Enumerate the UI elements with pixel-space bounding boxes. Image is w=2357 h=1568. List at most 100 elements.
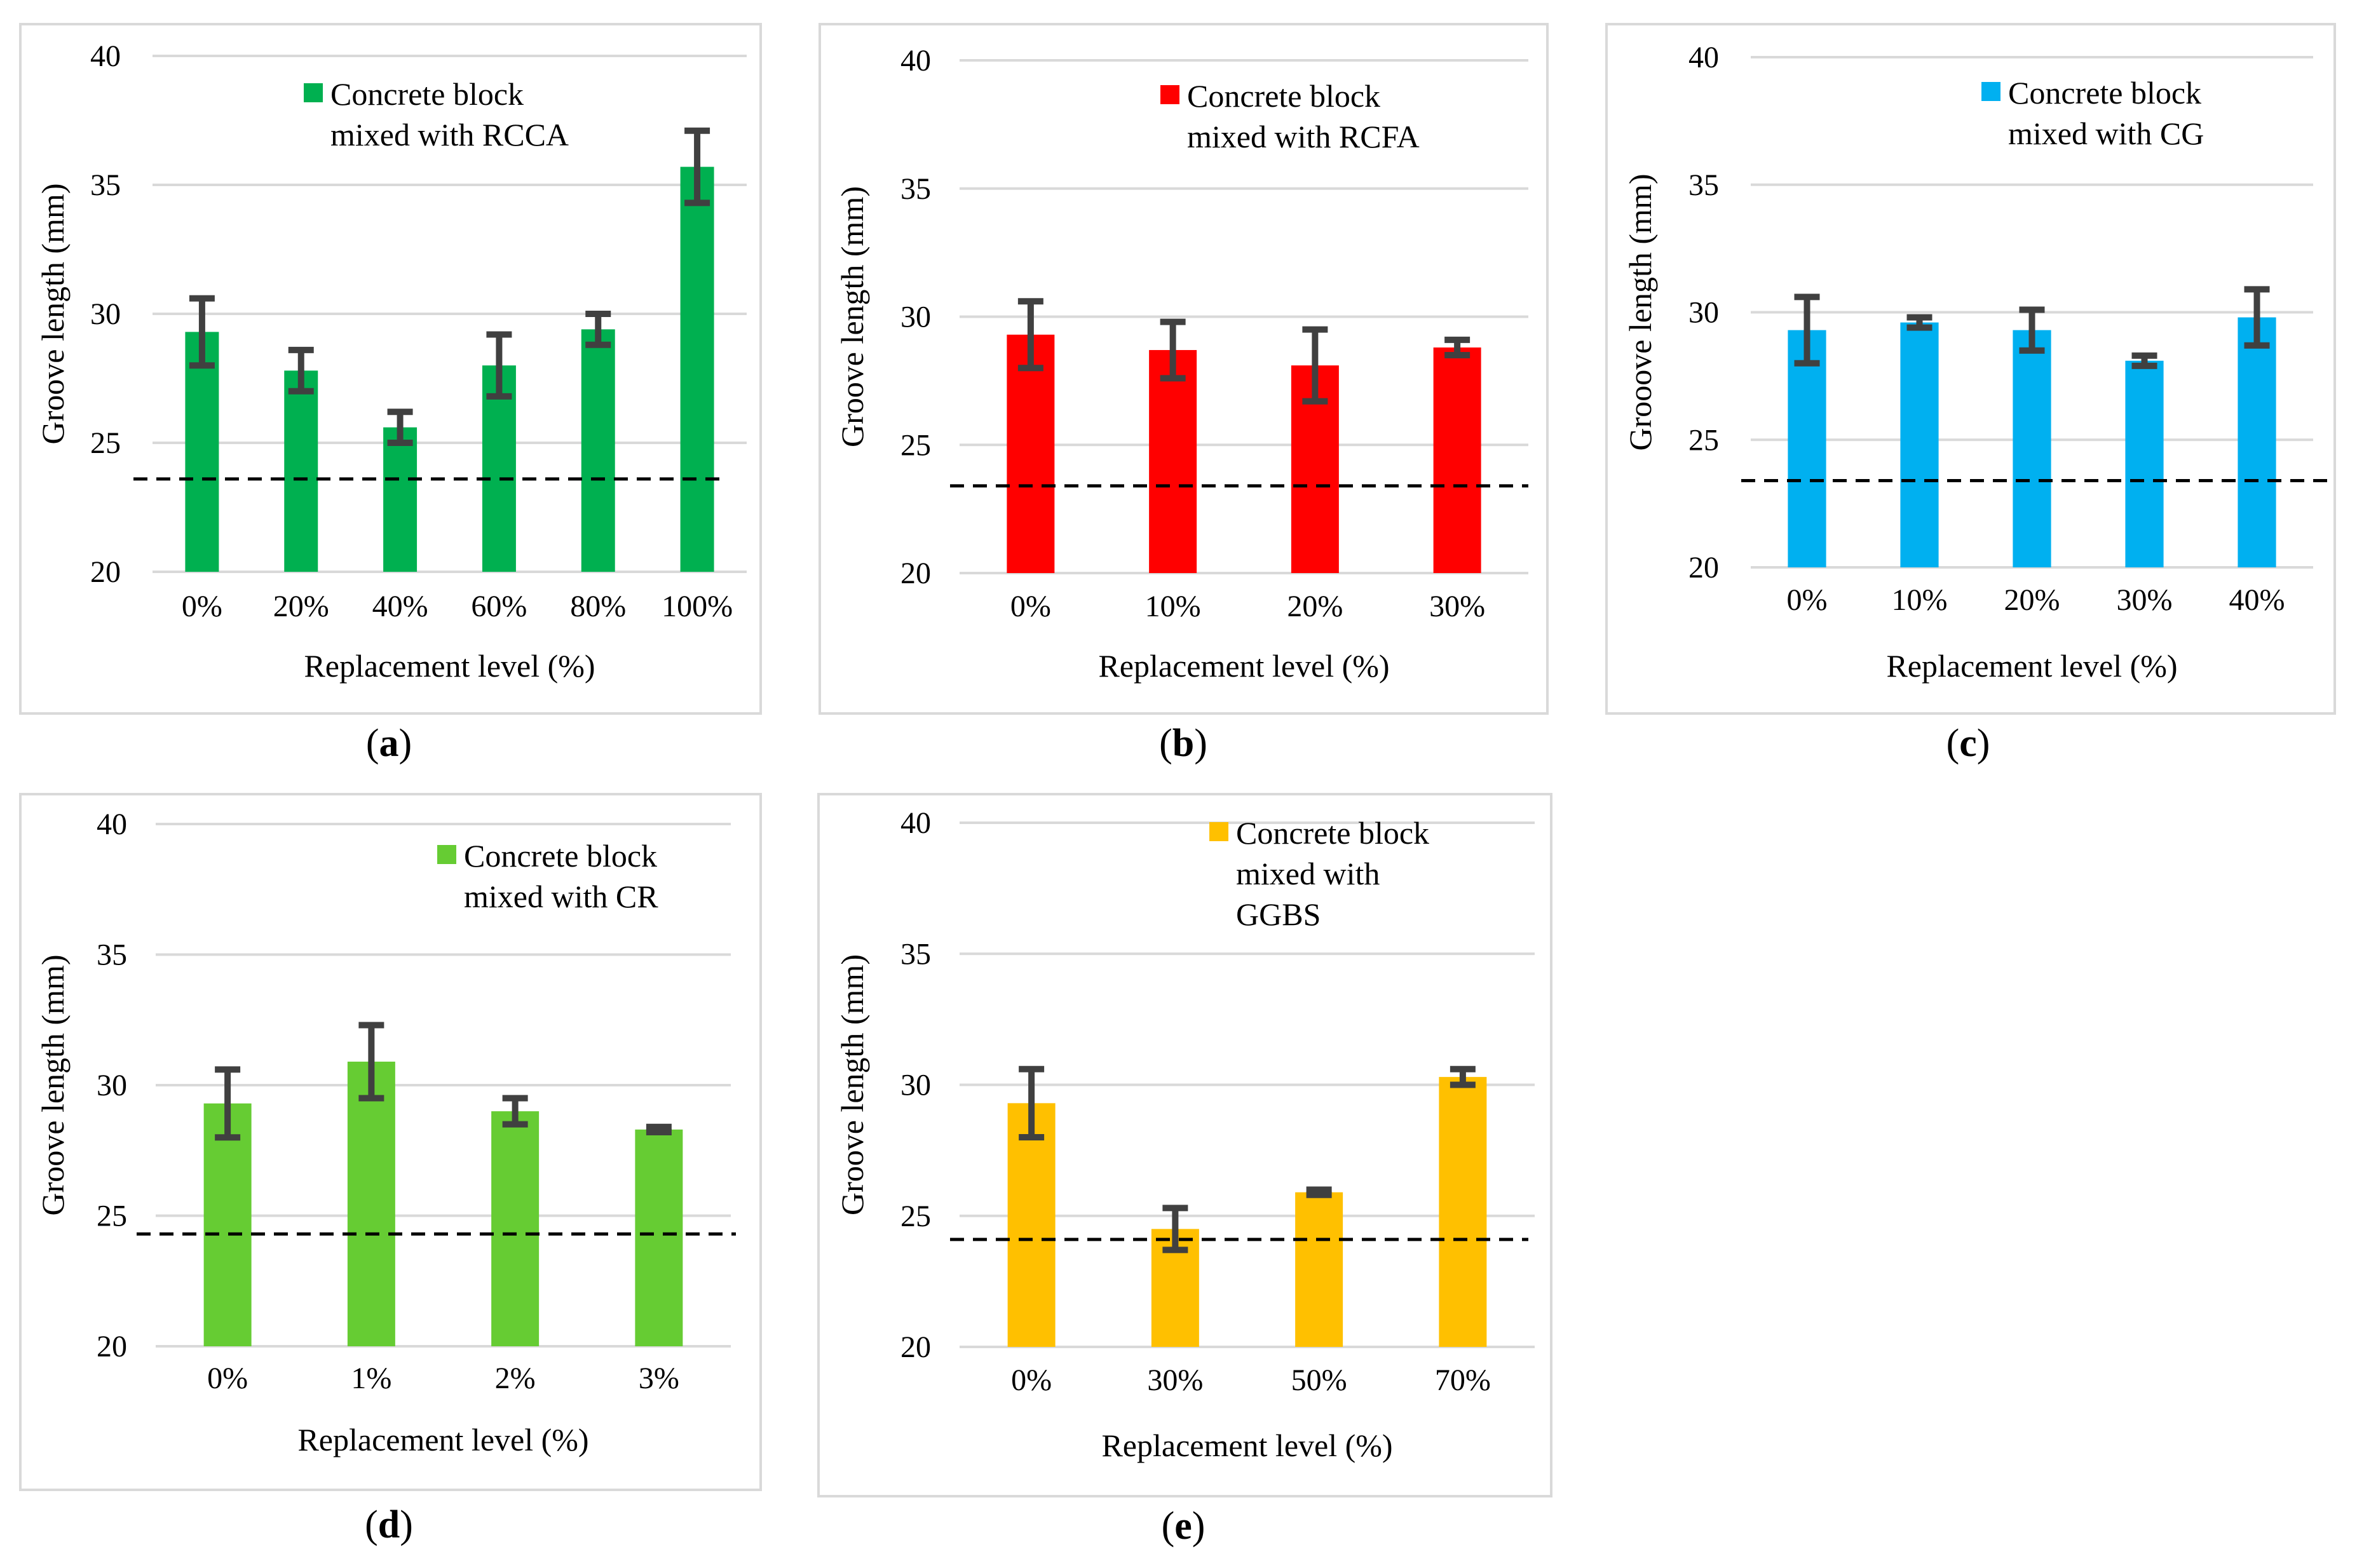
chart-b: 20 25 30 35 40 0% 10% 20% 30% Replacement level (… [818,23,1549,765]
x-axis-title: Replacement level (%) [1886,648,2177,684]
legend-label: mixed with RCFA [1187,119,1420,154]
bar [185,332,219,572]
x-tick-label: 30% [1147,1363,1203,1397]
y-tick-label: 35 [900,937,931,971]
bar [482,365,516,572]
x-tick-label: 40% [372,590,428,623]
bar [1900,322,1939,567]
legend-label: mixed with CG [2008,116,2204,151]
bar [347,1062,395,1346]
legend-label: Concrete block [1236,815,1429,851]
legend-label: mixed with RCCA [330,117,569,152]
legend-swatch [1160,85,1179,104]
y-tick-label: 30 [90,297,121,331]
y-tick-label: 25 [97,1200,127,1233]
chart-frame [19,793,762,1491]
bar [2125,360,2164,567]
x-tick-label: 10% [1892,583,1948,617]
x-axis-title: Replacement level (%) [304,648,595,684]
y-tick-label: 40 [900,44,931,78]
bar [1007,334,1055,573]
bar [1433,347,1481,573]
legend-label: Concrete block [330,76,524,112]
y-tick-label: 35 [90,168,121,202]
legend-swatch [1981,82,2000,101]
legend-label: mixed with CR [464,879,658,914]
y-tick-label: 20 [1688,551,1719,585]
x-tick-label: 0% [207,1362,248,1395]
x-tick-label: 30% [1429,590,1485,623]
chart-a: 20 25 30 35 40 0% 20% 40% 60% 80% 100% Replacement … [19,23,762,765]
panel-caption: (a) [366,722,412,765]
bar [680,166,714,572]
bar [383,427,418,572]
x-tick-label: 20% [2004,583,2060,617]
x-tick-label: 2% [495,1362,536,1395]
bar [203,1103,252,1346]
bar [1788,330,1826,567]
bar [1149,349,1197,573]
y-axis-title: Groove length (mm) [35,183,71,444]
legend-swatch [304,83,323,102]
legend-label: GGBS [1236,896,1321,932]
legend-label: Concrete block [1187,78,1380,114]
y-tick-label: 40 [97,808,127,841]
chart-c: 20 25 30 35 40 0% 10% 20% 30% 40% Replacement leve… [1605,23,2336,765]
chart-e: 20 25 30 35 40 0% 30% 50% 70% Replacement level (… [817,793,1552,1548]
x-axis-title: Replacement level (%) [1101,1428,1392,1463]
legend-label: mixed with [1236,856,1380,891]
y-tick-label: 35 [1688,168,1719,202]
x-tick-label: 0% [1010,590,1051,623]
y-tick-label: 25 [90,426,121,460]
x-tick-label: 10% [1145,590,1201,623]
x-tick-label: 80% [570,590,626,623]
x-tick-label: 40% [2229,583,2285,617]
y-tick-label: 30 [1688,296,1719,330]
y-axis-title: Groove length (mm) [834,186,870,447]
panel-caption: (d) [365,1503,413,1546]
legend-label: Concrete block [464,838,657,874]
y-tick-label: 40 [900,806,931,840]
x-axis-title: Replacement level (%) [1098,648,1389,684]
y-tick-label: 25 [900,1200,931,1233]
legend-swatch [1209,822,1228,841]
y-tick-label: 30 [900,1069,931,1102]
y-axis-title: Groove length (mm) [834,954,870,1215]
panel-caption: (e) [1162,1504,1206,1548]
y-tick-label: 20 [900,1330,931,1364]
y-tick-label: 40 [1688,41,1719,74]
x-tick-label: 0% [1011,1363,1052,1397]
y-tick-label: 30 [97,1069,127,1102]
x-tick-label: 3% [639,1362,679,1395]
x-tick-label: 30% [2117,583,2173,617]
x-tick-label: 1% [351,1362,391,1395]
y-tick-label: 40 [90,39,121,73]
bar [1007,1103,1056,1347]
chart-d: 20 25 30 35 40 0% 1% 2% 3% Replacement level (%) G… [19,793,762,1546]
y-axis-title: Grooove length (mm) [1622,173,1658,450]
bar [1295,1192,1343,1347]
legend-label: Concrete block [2008,75,2201,111]
x-tick-label: 70% [1435,1363,1491,1397]
x-tick-label: 0% [1787,583,1828,617]
x-tick-label: 100% [662,590,733,623]
bar [581,329,615,572]
x-tick-label: 0% [182,590,222,623]
chart-frame [1605,23,2336,715]
y-tick-label: 20 [90,555,121,589]
y-tick-label: 35 [97,938,127,972]
chart-frame [19,23,762,715]
panel-caption: (b) [1159,722,1207,765]
y-tick-label: 25 [900,428,931,462]
bar [635,1129,683,1346]
bar [2013,330,2051,567]
x-axis-title: Replacement level (%) [297,1422,588,1457]
y-axis-title: Groove length (mm) [35,954,71,1215]
bar [1439,1077,1487,1347]
x-tick-label: 50% [1291,1363,1347,1397]
x-tick-label: 20% [1287,590,1343,623]
x-tick-label: 20% [273,590,329,623]
bar [491,1111,540,1346]
panel-caption: (c) [1946,722,1990,765]
